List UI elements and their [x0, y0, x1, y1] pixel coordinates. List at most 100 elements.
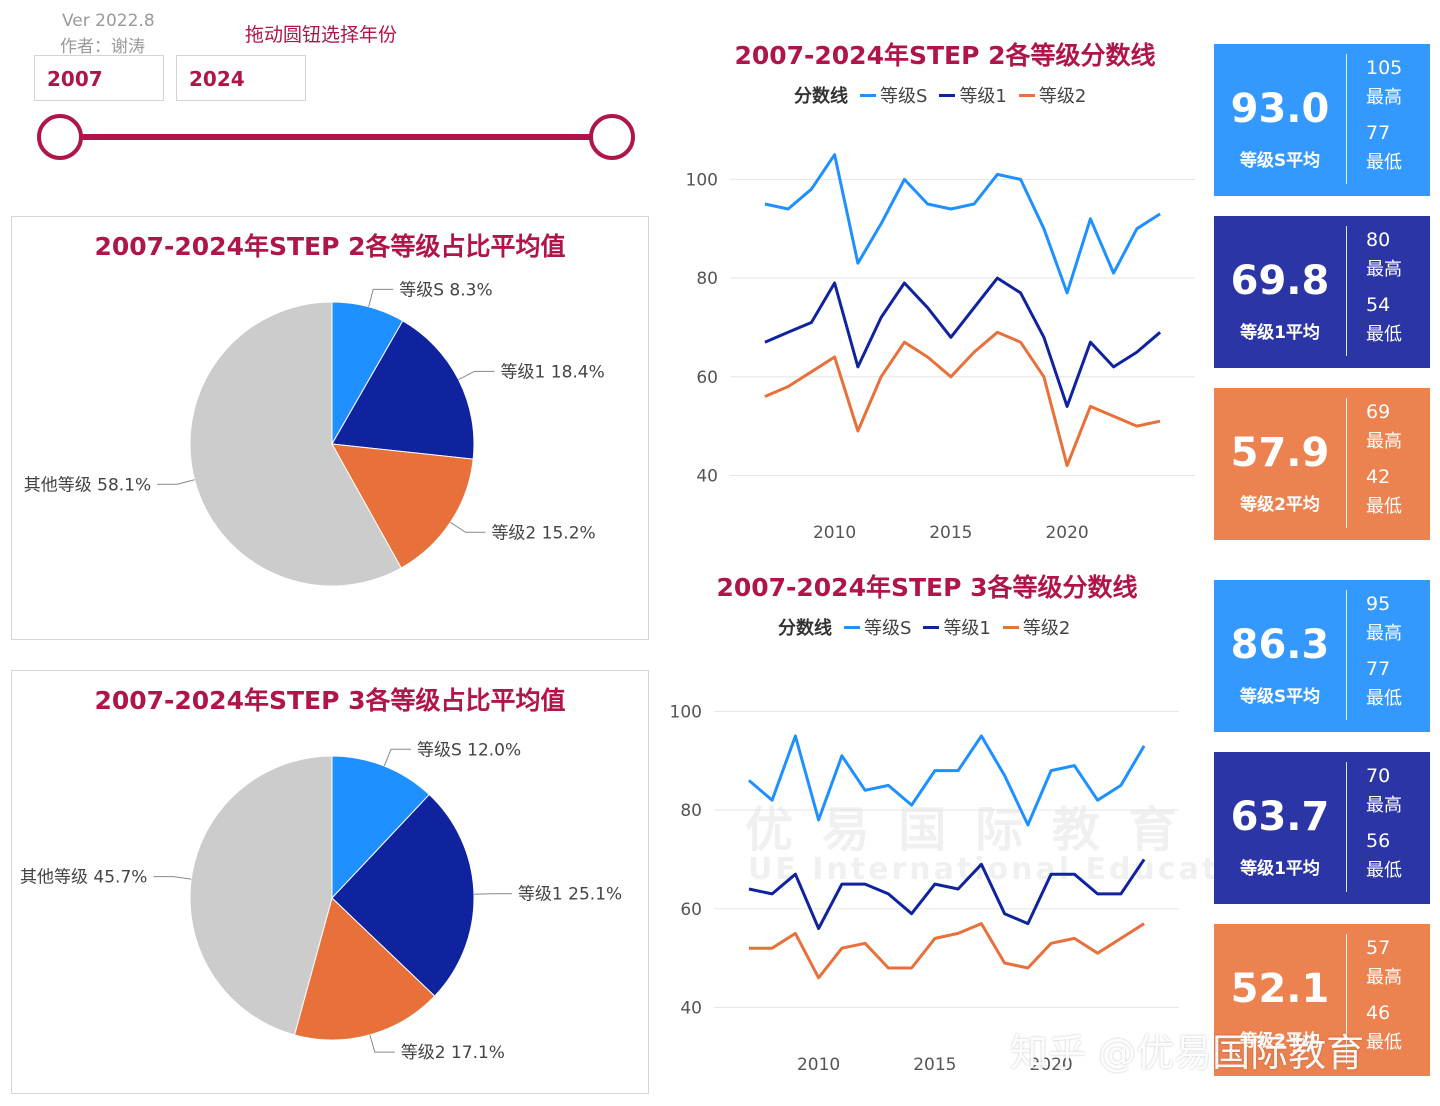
legend-title: 分数线 — [778, 618, 832, 639]
legend-swatch — [844, 625, 860, 629]
legend-item-grade2[interactable]: 等级2 — [1002, 614, 1071, 640]
pie-slice-label: 等级S 8.3% — [399, 280, 492, 300]
series-line-2[interactable] — [764, 330, 1161, 468]
x-tick-label: 2015 — [929, 523, 972, 543]
kpi-max: 69 — [1366, 401, 1391, 423]
kpi-card-step2-grade1: 69.8 等级1平均 80 最高 54 最低 — [1214, 216, 1430, 368]
pie-slice-2[interactable] — [293, 897, 436, 1041]
kpi-max-label: 最高 — [1366, 967, 1402, 988]
pie-slice-1[interactable] — [331, 320, 475, 460]
kpi-min: 77 — [1366, 658, 1391, 680]
line-chart-step2: 40 60 80 100 2010 2015 2020 — [686, 153, 1195, 543]
series-line-1[interactable] — [764, 276, 1162, 408]
kpi-card-step3-grade2: 52.1 等级2平均 57 最高 46 最低 — [1214, 924, 1430, 1076]
kpi-min: 56 — [1366, 830, 1391, 852]
legend-label: 等级2 — [1038, 86, 1087, 107]
pie-chart-step3: 等级S 12.0% 等级1 25.1% 等级2 17.1% 其他等级 45.7% — [20, 740, 622, 1063]
legend-swatch — [1018, 93, 1035, 97]
pie-leader-line — [153, 876, 192, 880]
legend-swatch — [939, 93, 956, 97]
pie-slice-label: 等级1 25.1% — [518, 885, 622, 905]
line-legend-step2: 分数线 等级S 等级1 等级2 — [794, 82, 1086, 108]
pie-title-step3: 2007-2024年STEP 3各等级占比平均值 — [94, 686, 566, 715]
kpi-card-step2-gradeS: 93.0 等级S平均 105 最高 77 最低 — [1214, 44, 1430, 196]
legend-item-grade1[interactable]: 等级1 — [923, 614, 991, 640]
kpi-min-label: 最低 — [1366, 860, 1402, 881]
pie-slice-label: 等级2 15.2% — [491, 523, 595, 543]
year-range-slider[interactable] — [60, 134, 612, 140]
legend-title: 分数线 — [794, 86, 848, 107]
pie-title-step2: 2007-2024年STEP 2各等级占比平均值 — [94, 232, 566, 261]
pie-chart-step2: 等级S 8.3% 等级1 18.4% 等级2 15.2% 其他等级 58.1% — [24, 280, 605, 587]
kpi-min: 42 — [1366, 466, 1391, 488]
y-tick-label: 100 — [686, 170, 718, 190]
series-line-2[interactable] — [748, 922, 1145, 980]
legend-swatch — [860, 93, 876, 97]
credit-watermark: 知乎 @优易国际教育 — [1010, 1031, 1365, 1075]
kpi-card-step2-grade2: 57.9 等级2平均 69 最高 42 最低 — [1214, 388, 1430, 540]
series-line-0[interactable] — [747, 734, 1146, 827]
legend-label: 等级S — [880, 86, 928, 107]
legend-item-grade2[interactable]: 等级2 — [1018, 82, 1087, 108]
kpi-max-label: 最高 — [1366, 431, 1402, 452]
legend-label: 等级1 — [943, 618, 991, 639]
kpi-divider — [1346, 54, 1347, 184]
version-label: Ver 2022.8 — [62, 11, 155, 31]
slider-end-knob[interactable] — [589, 114, 635, 160]
x-tick-label: 2015 — [913, 1055, 956, 1075]
pie-slice-label: 其他等级 58.1% — [24, 475, 151, 495]
legend-swatch — [1002, 625, 1019, 629]
pie-slice-0[interactable] — [331, 755, 430, 900]
kpi-average: 52.1 — [1230, 966, 1330, 1012]
kpi-average: 63.7 — [1230, 794, 1330, 840]
line-chart-step3: 40 60 80 100 2010 2015 2020 — [670, 702, 1179, 1075]
kpi-average-label: 等级1平均 — [1240, 323, 1320, 343]
end-year-input[interactable]: 2024 — [176, 55, 306, 101]
x-tick-label: 2010 — [797, 1055, 840, 1075]
kpi-card-step3-gradeS: 86.3 等级S平均 95 最高 77 最低 — [1214, 580, 1430, 732]
legend-label: 等级2 — [1022, 618, 1071, 639]
pie-slice-1[interactable] — [331, 793, 475, 997]
series-line-1[interactable] — [748, 858, 1146, 930]
kpi-max: 95 — [1366, 593, 1391, 615]
x-tick-label: 2020 — [1045, 523, 1088, 543]
line-title-step3: 2007-2024年STEP 3各等级分数线 — [716, 573, 1138, 602]
start-year-input[interactable]: 2007 — [34, 55, 164, 101]
series-line-0[interactable] — [764, 153, 1161, 295]
kpi-divider — [1346, 934, 1347, 1064]
legend-swatch — [923, 625, 940, 629]
kpi-divider — [1346, 398, 1347, 528]
kpi-average-label: 等级2平均 — [1240, 1031, 1320, 1051]
kpi-min: 77 — [1366, 122, 1391, 144]
legend-label: 等级1 — [959, 86, 1007, 107]
kpi-average: 57.9 — [1230, 430, 1330, 476]
kpi-divider — [1346, 226, 1347, 356]
kpi-average-label: 等级S平均 — [1239, 151, 1321, 171]
y-tick-label: 40 — [696, 466, 718, 486]
kpi-card-step3-grade1: 63.7 等级1平均 70 最高 56 最低 — [1214, 752, 1430, 904]
legend-item-grade1[interactable]: 等级1 — [939, 82, 1007, 108]
line-title-step2: 2007-2024年STEP 2各等级分数线 — [734, 41, 1156, 70]
kpi-min: 46 — [1366, 1002, 1391, 1024]
kpi-min-label: 最低 — [1366, 496, 1402, 517]
kpi-average: 93.0 — [1230, 86, 1330, 132]
y-tick-label: 80 — [696, 269, 718, 289]
kpi-min-label: 最低 — [1366, 688, 1402, 709]
pie-slice-3[interactable] — [189, 301, 402, 587]
kpi-min-label: 最低 — [1366, 324, 1402, 345]
line-legend-step3: 分数线 等级S 等级1 等级2 — [778, 614, 1070, 640]
slider-start-knob[interactable] — [37, 114, 83, 160]
kpi-max: 57 — [1366, 937, 1391, 959]
slider-hint: 拖动圆钮选择年份 — [245, 24, 398, 46]
x-tick-label: 2010 — [813, 523, 856, 543]
pie-leader-line — [383, 748, 411, 767]
y-tick-label: 40 — [680, 998, 702, 1018]
author-label: 作者：谢涛 — [60, 37, 145, 57]
legend-item-gradeS[interactable]: 等级S — [860, 82, 927, 108]
pie-slice-label: 等级2 17.1% — [401, 1043, 505, 1063]
pie-leader-line — [368, 288, 394, 307]
kpi-average: 69.8 — [1230, 258, 1330, 304]
kpi-max: 70 — [1366, 765, 1391, 787]
legend-item-gradeS[interactable]: 等级S — [844, 614, 911, 640]
pie-slice-3[interactable] — [189, 755, 333, 1036]
